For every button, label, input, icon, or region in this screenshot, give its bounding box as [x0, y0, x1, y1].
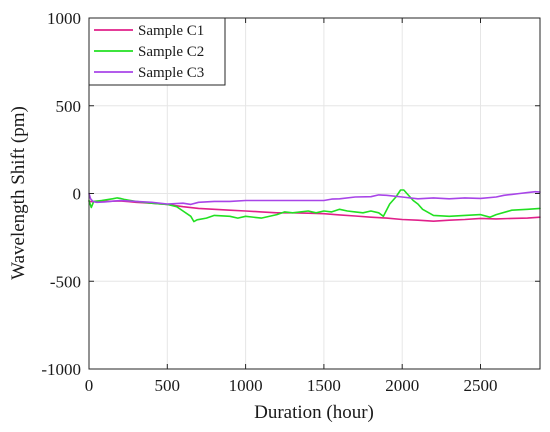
- series-line-3: [88, 190, 541, 206]
- axis-ticks: 0 500 1000 1500 2000 2500 -1000 -500 0 500 1000: [41, 9, 540, 395]
- y-tick-label: 1000: [47, 9, 81, 28]
- legend-label-3: Sample C3: [138, 65, 204, 81]
- legend: Sample C1 Sample C2 Sample C3: [88, 17, 226, 86]
- series-layer: [88, 189, 541, 223]
- legend-label-1: Sample C1: [138, 23, 204, 39]
- x-tick-label: 2000: [385, 376, 419, 395]
- x-tick-label: 1000: [229, 376, 263, 395]
- x-tick-label: 2500: [463, 376, 497, 395]
- x-axis-title: Duration (hour): [254, 402, 374, 423]
- y-axis-title: Wavelength Shift (pm): [8, 106, 29, 280]
- y-tick-label: 0: [73, 185, 82, 204]
- x-tick-label: 1500: [307, 376, 341, 395]
- y-tick-label: 500: [56, 97, 82, 116]
- x-tick-label: 0: [85, 376, 94, 395]
- x-tick-label: 500: [155, 376, 181, 395]
- y-tick-label: -1000: [41, 360, 81, 379]
- legend-label-2: Sample C2: [138, 44, 204, 60]
- y-tick-label: -500: [50, 272, 81, 291]
